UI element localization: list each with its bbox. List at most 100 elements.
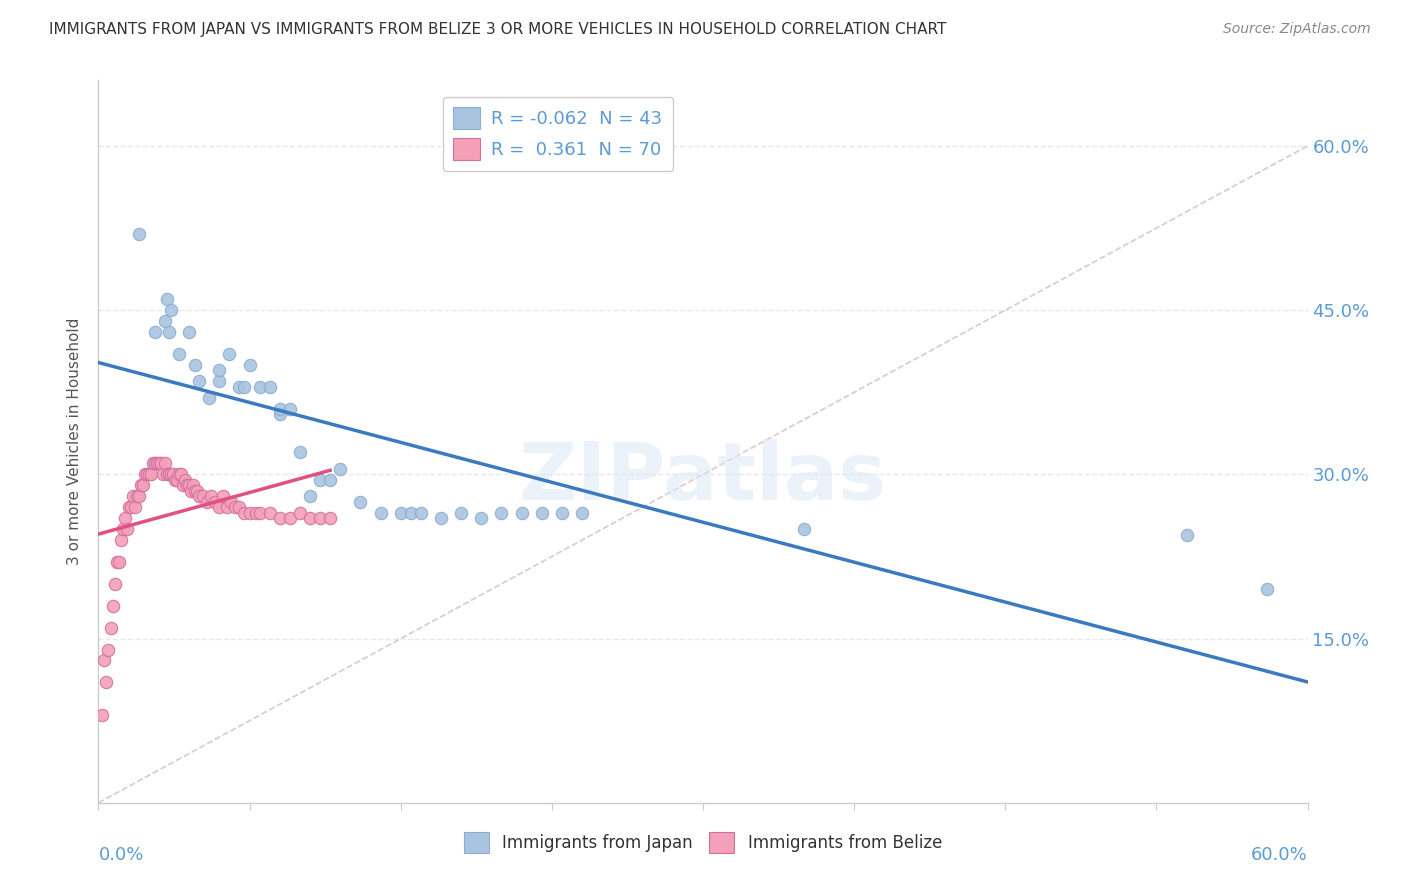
Y-axis label: 3 or more Vehicles in Household: 3 or more Vehicles in Household bbox=[67, 318, 83, 566]
Point bbox=[111, 522, 134, 536]
Point bbox=[167, 467, 190, 482]
Point bbox=[491, 506, 513, 520]
Point bbox=[143, 325, 166, 339]
Point bbox=[389, 506, 412, 520]
Text: 60.0%: 60.0% bbox=[1251, 847, 1308, 864]
Point bbox=[166, 473, 188, 487]
Point bbox=[188, 489, 211, 503]
Point bbox=[217, 500, 239, 515]
Point bbox=[125, 489, 148, 503]
Point bbox=[93, 653, 115, 667]
Point bbox=[195, 494, 218, 508]
Point bbox=[269, 401, 291, 416]
Point bbox=[167, 347, 190, 361]
Point bbox=[571, 506, 593, 520]
Point bbox=[163, 473, 186, 487]
Point bbox=[269, 511, 291, 525]
Point bbox=[259, 380, 281, 394]
Point bbox=[370, 506, 392, 520]
Point bbox=[135, 467, 157, 482]
Point bbox=[259, 506, 281, 520]
Point bbox=[100, 621, 122, 635]
Point bbox=[138, 467, 160, 482]
Point bbox=[399, 506, 422, 520]
Point bbox=[110, 533, 132, 547]
Point bbox=[208, 363, 231, 377]
Point bbox=[249, 380, 271, 394]
Point bbox=[349, 494, 371, 508]
Point bbox=[162, 467, 184, 482]
Point bbox=[193, 489, 215, 503]
Point bbox=[249, 506, 271, 520]
Point bbox=[309, 473, 332, 487]
Point bbox=[319, 511, 342, 525]
Point bbox=[239, 358, 262, 372]
Point bbox=[134, 467, 156, 482]
Point bbox=[124, 500, 146, 515]
Point bbox=[228, 380, 250, 394]
Point bbox=[148, 457, 170, 471]
Point bbox=[239, 506, 262, 520]
Point bbox=[232, 506, 254, 520]
Point bbox=[269, 407, 291, 421]
Point bbox=[212, 489, 235, 503]
Point bbox=[146, 457, 169, 471]
Point bbox=[198, 391, 221, 405]
Point bbox=[149, 457, 172, 471]
Point bbox=[114, 511, 136, 525]
Point bbox=[101, 599, 124, 613]
Point bbox=[232, 380, 254, 394]
Point bbox=[142, 457, 165, 471]
Point bbox=[319, 473, 342, 487]
Text: ZIPatlas: ZIPatlas bbox=[519, 439, 887, 516]
Point bbox=[793, 522, 815, 536]
Point bbox=[510, 506, 533, 520]
Point bbox=[97, 642, 120, 657]
Point bbox=[288, 445, 311, 459]
Text: Source: ZipAtlas.com: Source: ZipAtlas.com bbox=[1223, 22, 1371, 37]
Point bbox=[156, 467, 179, 482]
Point bbox=[160, 303, 183, 318]
Point bbox=[91, 708, 114, 723]
Point bbox=[245, 506, 267, 520]
Point bbox=[179, 325, 201, 339]
Point bbox=[278, 511, 301, 525]
Point bbox=[179, 478, 201, 492]
Text: 0.0%: 0.0% bbox=[98, 847, 143, 864]
Point bbox=[121, 489, 143, 503]
Point bbox=[184, 483, 207, 498]
Point bbox=[152, 467, 174, 482]
Point bbox=[450, 506, 472, 520]
Point bbox=[107, 555, 129, 569]
Point bbox=[156, 292, 179, 306]
Point bbox=[200, 489, 222, 503]
Point bbox=[172, 478, 194, 492]
Point bbox=[128, 489, 150, 503]
Point bbox=[157, 325, 180, 339]
Point bbox=[181, 478, 204, 492]
Point bbox=[118, 500, 141, 515]
Text: IMMIGRANTS FROM JAPAN VS IMMIGRANTS FROM BELIZE 3 OR MORE VEHICLES IN HOUSEHOLD : IMMIGRANTS FROM JAPAN VS IMMIGRANTS FROM… bbox=[49, 22, 946, 37]
Point bbox=[288, 506, 311, 520]
Point bbox=[132, 478, 155, 492]
Point bbox=[470, 511, 492, 525]
Point bbox=[153, 314, 176, 328]
Point bbox=[129, 478, 152, 492]
Point bbox=[1175, 527, 1198, 541]
Point bbox=[224, 500, 246, 515]
Point bbox=[143, 457, 166, 471]
Point bbox=[120, 500, 142, 515]
Point bbox=[188, 374, 211, 388]
Point bbox=[103, 577, 125, 591]
Point bbox=[139, 467, 162, 482]
Point bbox=[299, 511, 322, 525]
Point bbox=[153, 457, 176, 471]
Point bbox=[329, 462, 352, 476]
Point bbox=[218, 347, 240, 361]
Point bbox=[115, 522, 138, 536]
Point bbox=[186, 483, 208, 498]
Point bbox=[228, 500, 250, 515]
Point bbox=[1256, 582, 1278, 597]
Point bbox=[409, 506, 432, 520]
Point bbox=[180, 483, 202, 498]
